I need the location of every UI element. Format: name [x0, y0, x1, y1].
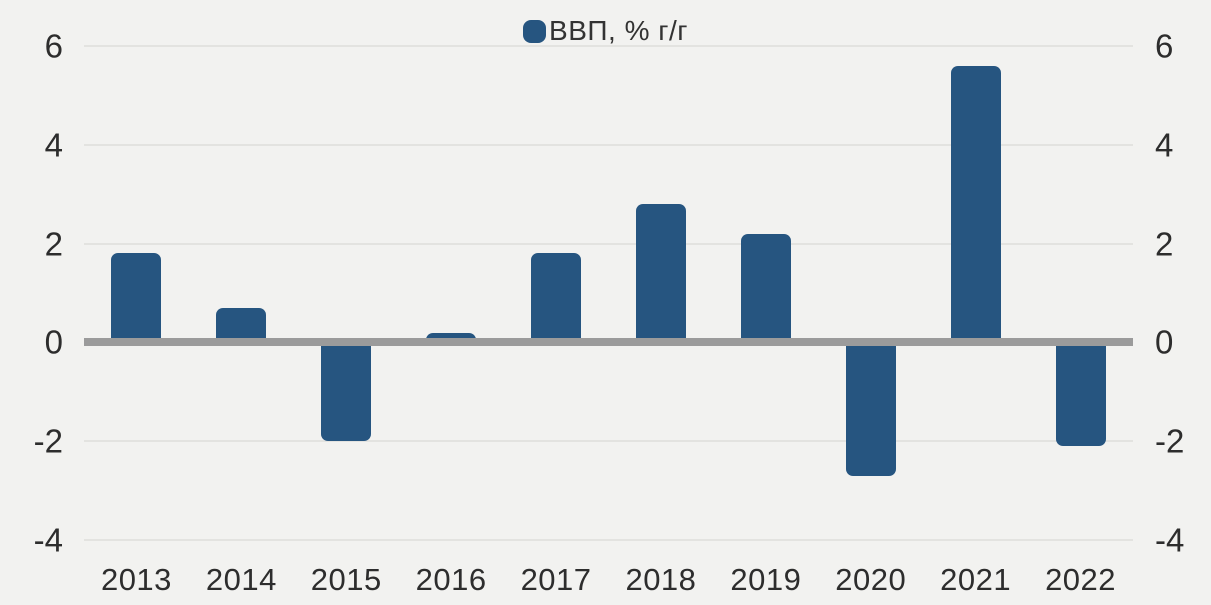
x-tick-2022: 2022 [1045, 562, 1117, 597]
x-tick-2021: 2021 [940, 562, 1012, 597]
gridline--2 [84, 440, 1133, 443]
x-tick-2015: 2015 [310, 562, 382, 597]
y-tick-left-2: 2 [44, 225, 63, 263]
y-tick-right-4: 4 [1155, 126, 1174, 164]
bar-2019 [740, 233, 791, 343]
plot-area [84, 45, 1133, 541]
x-tick-2016: 2016 [415, 562, 487, 597]
y-tick-right-2: 2 [1155, 225, 1174, 263]
x-tick-2020: 2020 [835, 562, 907, 597]
gridline--4 [84, 539, 1133, 541]
y-tick-left-6: 6 [44, 27, 63, 65]
bar-2018 [635, 204, 686, 343]
bar-2015 [321, 342, 372, 442]
bar-2017 [531, 253, 582, 343]
y-tick-left-4: 4 [44, 126, 63, 164]
legend-label: ВВП, % г/г [549, 15, 688, 46]
x-tick-2014: 2014 [205, 562, 277, 597]
bar-2013 [111, 253, 162, 343]
gridline-6 [84, 45, 1133, 47]
legend-marker-icon [523, 19, 547, 43]
gridline-4 [84, 143, 1133, 146]
gridline-2 [84, 242, 1133, 245]
y-tick-right--4: -4 [1155, 521, 1185, 559]
y-tick-left-0: 0 [44, 323, 63, 361]
x-tick-2017: 2017 [520, 562, 592, 597]
x-tick-2013: 2013 [100, 562, 172, 597]
x-tick-2018: 2018 [625, 562, 697, 597]
legend: ВВП, % г/г [0, 17, 1211, 45]
y-tick-right--2: -2 [1155, 422, 1185, 460]
bar-2020 [845, 342, 896, 476]
x-tick-2019: 2019 [730, 562, 802, 597]
bar-2016 [426, 332, 477, 343]
y-tick-left--2: -2 [33, 422, 63, 460]
bar-2014 [216, 307, 267, 343]
y-tick-right-6: 6 [1155, 27, 1174, 65]
y-tick-right-0: 0 [1155, 323, 1174, 361]
zero-baseline [84, 338, 1133, 347]
y-tick-left--4: -4 [33, 521, 63, 559]
bar-2022 [1055, 342, 1106, 447]
bar-2021 [950, 65, 1001, 343]
